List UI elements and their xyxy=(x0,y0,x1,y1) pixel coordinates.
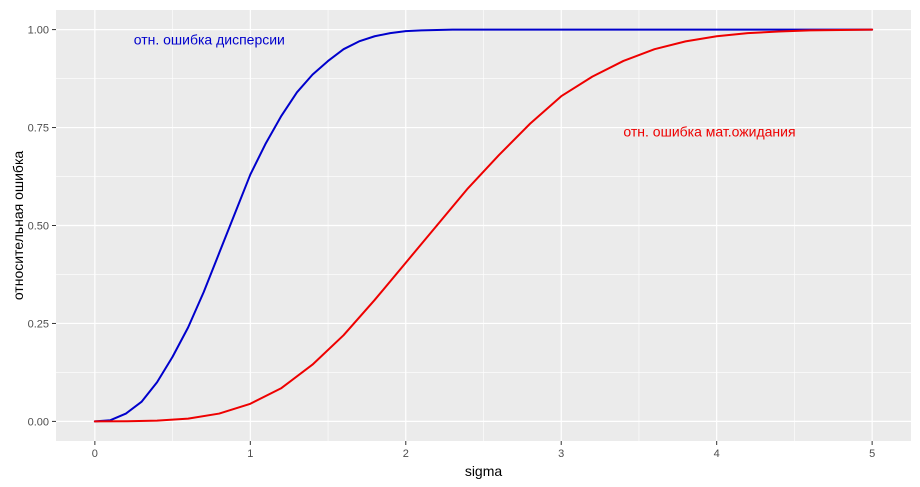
x-tick-label: 5 xyxy=(869,448,875,460)
x-tick-label: 2 xyxy=(403,448,409,460)
y-tick-label: 0.25 xyxy=(28,318,49,330)
y-tick-label: 0.75 xyxy=(28,123,49,135)
y-axis-title: относительная ошибка xyxy=(10,151,26,301)
x-axis-title: sigma xyxy=(465,463,503,479)
series-line-1 xyxy=(93,28,874,423)
y-tick-label: 0.00 xyxy=(28,416,49,428)
annotation-1: отн. ошибка дисперсии xyxy=(134,31,285,47)
y-tick-label: 0.50 xyxy=(28,221,49,233)
annotation-2: отн. ошибка мат.ожидания xyxy=(623,123,795,139)
x-tick-label: 1 xyxy=(247,448,253,460)
x-tick-label: 4 xyxy=(714,448,720,460)
annotations: отн. ошибка дисперсии отн. ошибка мат.ожи… xyxy=(134,31,796,139)
y-axis-ticks: 0.00 0.25 0.50 0.75 1.00 xyxy=(28,25,56,428)
series-lines xyxy=(93,28,874,423)
x-tick-label: 0 xyxy=(92,448,98,460)
series-line-2 xyxy=(93,28,874,423)
x-tick-label: 3 xyxy=(558,448,564,460)
x-axis-ticks: 0 1 2 3 4 5 xyxy=(92,441,875,460)
y-tick-label: 1.00 xyxy=(28,25,49,37)
